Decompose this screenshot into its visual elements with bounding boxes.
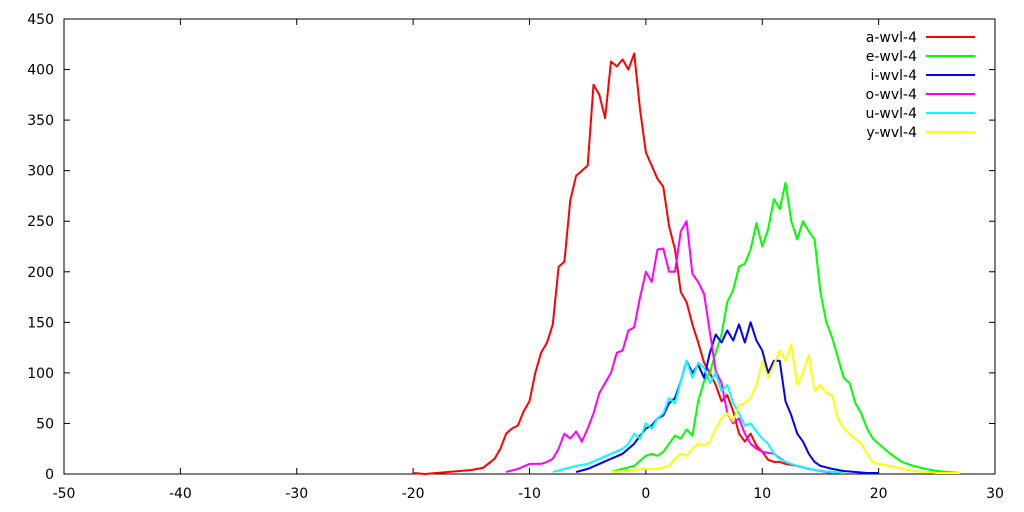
y-tick-label: 50 xyxy=(36,416,54,432)
series-line-o-wvl-4 xyxy=(505,220,833,474)
legend: a-wvl-4 e-wvl-4 i-wvl-4 o-wvl-4 u-wvl-4 y-wvl… xyxy=(865,30,975,141)
legend-label: e-wvl-4 xyxy=(866,49,917,65)
series-line-i-wvl-4 xyxy=(575,321,879,474)
plot-frame xyxy=(63,18,996,475)
x-tick-label: 10 xyxy=(753,486,771,502)
y-tick-label: 400 xyxy=(27,63,54,79)
y-tick-label: 0 xyxy=(45,467,54,483)
series-line-e-wvl-4 xyxy=(610,181,961,474)
legend-label: i-wvl-4 xyxy=(870,68,917,84)
legend-label: y-wvl-4 xyxy=(866,125,917,141)
series-line-y-wvl-4 xyxy=(610,343,961,474)
x-tick-label: 20 xyxy=(870,486,888,502)
legend-label: a-wvl-4 xyxy=(866,30,917,46)
y-tick-label: 450 xyxy=(27,12,54,28)
x-tick-label: -50 xyxy=(53,486,76,502)
axis-ticks: -50 -40 -30 -20 -10 0 10 20 30050100150200250300… xyxy=(27,12,1004,502)
series-line-u-wvl-4 xyxy=(552,359,844,474)
y-tick-label: 150 xyxy=(27,315,54,331)
y-tick-label: 350 xyxy=(27,113,54,129)
y-tick-label: 100 xyxy=(27,366,54,382)
x-tick-label: -10 xyxy=(518,486,541,502)
x-tick-label: -20 xyxy=(402,486,425,502)
series-lines xyxy=(413,52,961,475)
y-tick-label: 200 xyxy=(27,265,54,281)
series-line-a-wvl-4 xyxy=(413,52,844,475)
legend-label: u-wvl-4 xyxy=(865,106,917,122)
x-tick-label: 30 xyxy=(986,486,1004,502)
x-tick-label: -40 xyxy=(169,486,192,502)
plot-border xyxy=(63,18,996,475)
y-tick-label: 250 xyxy=(27,214,54,230)
x-tick-label: -30 xyxy=(285,486,308,502)
x-tick-label: 0 xyxy=(641,486,650,502)
legend-label: o-wvl-4 xyxy=(866,87,918,103)
y-tick-label: 300 xyxy=(27,164,54,180)
